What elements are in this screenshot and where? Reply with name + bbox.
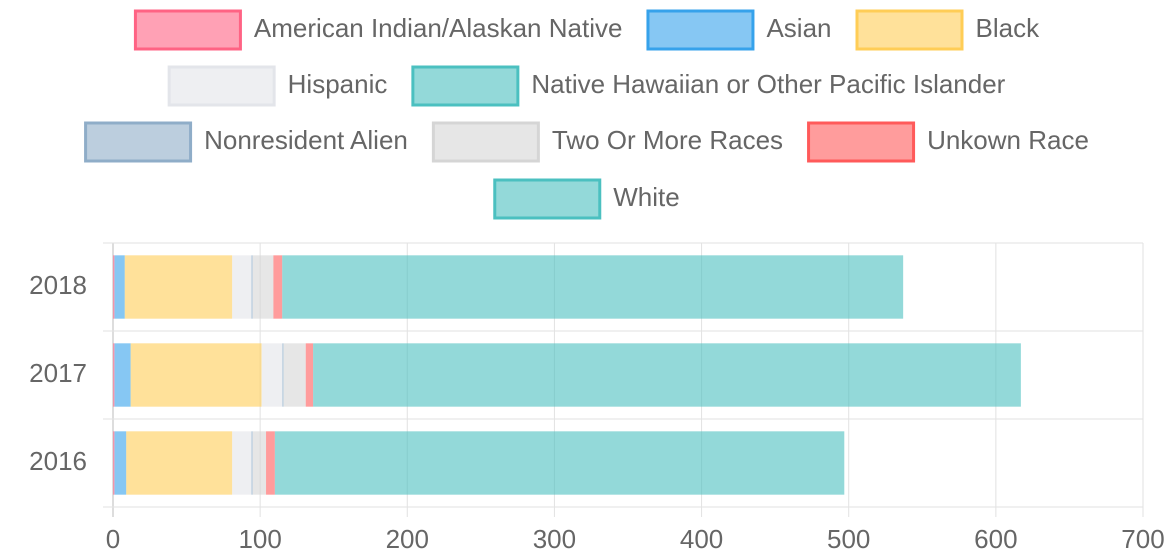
y-tick-label: 2018 <box>29 270 87 300</box>
bar <box>282 343 284 407</box>
legend-label: White <box>613 182 679 212</box>
bar <box>266 431 275 495</box>
x-tick-label: 300 <box>533 524 576 554</box>
bar <box>283 343 306 407</box>
legend-swatch <box>855 9 964 51</box>
legend-swatch <box>167 65 276 107</box>
bar <box>114 255 125 319</box>
bar <box>113 255 115 319</box>
legend-label: Black <box>976 13 1041 43</box>
bar <box>113 431 115 495</box>
bar <box>305 343 314 407</box>
y-tick-label: 2017 <box>29 358 87 388</box>
legend-swatch <box>84 121 193 163</box>
legend-label: Unkown Race <box>927 125 1089 155</box>
bar <box>261 343 283 407</box>
legend-swatch <box>133 9 242 51</box>
bar <box>232 431 252 495</box>
bar <box>130 343 262 407</box>
x-tick-label: 700 <box>1121 524 1164 554</box>
legend-label: American Indian/Alaskan Native <box>254 13 623 43</box>
bar <box>126 431 233 495</box>
x-tick-label: 0 <box>106 524 120 554</box>
bar <box>124 255 233 319</box>
x-tick-label: 600 <box>974 524 1017 554</box>
bar <box>252 431 267 495</box>
legend-swatch <box>411 65 520 107</box>
x-tick-label: 200 <box>386 524 429 554</box>
bar <box>274 431 845 495</box>
x-tick-label: 100 <box>238 524 281 554</box>
bar <box>313 343 1021 407</box>
bar <box>232 255 252 319</box>
bar <box>114 431 127 495</box>
legend-swatch <box>493 178 602 220</box>
legend-label: Two Or More Races <box>552 125 783 155</box>
bar <box>252 255 274 319</box>
legend-label: Asian <box>766 13 831 43</box>
legend-label: Native Hawaiian or Other Pacific Islande… <box>531 69 1005 99</box>
legend-swatch <box>807 121 916 163</box>
y-tick-label: 2016 <box>29 446 87 476</box>
legend-swatch <box>646 9 755 51</box>
bar <box>282 255 904 319</box>
legend-label: Hispanic <box>288 69 388 99</box>
x-tick-label: 400 <box>680 524 723 554</box>
bar <box>251 431 253 495</box>
legend-label: Nonresident Alien <box>204 125 408 155</box>
bar <box>113 343 115 407</box>
bar <box>251 255 253 319</box>
bar <box>273 255 283 319</box>
bar <box>114 343 131 407</box>
x-tick-label: 500 <box>827 524 870 554</box>
legend-swatch <box>431 121 540 163</box>
